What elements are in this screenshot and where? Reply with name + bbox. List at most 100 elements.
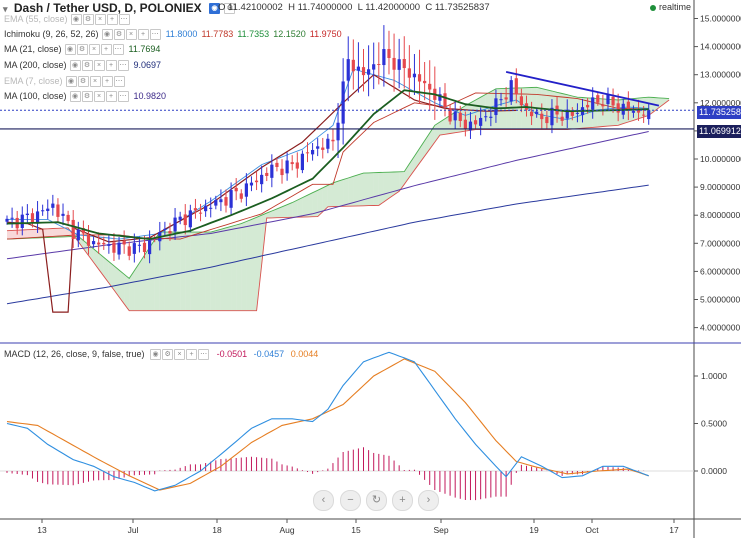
more-icon[interactable]: ⋯ (113, 76, 125, 88)
more-icon[interactable]: ⋯ (117, 60, 129, 72)
candle-body (188, 210, 192, 228)
ichimoku-cloud-segment (276, 206, 283, 218)
eye-icon[interactable]: ◉ (101, 29, 113, 41)
close-icon[interactable]: × (125, 29, 137, 41)
scroll-left-button[interactable]: ‹ (313, 490, 334, 511)
candle-body (163, 228, 167, 230)
close-icon[interactable]: × (93, 60, 105, 72)
candle-body (463, 119, 467, 129)
plus-icon[interactable]: + (100, 44, 112, 56)
candle-body (204, 205, 208, 212)
chart-title[interactable]: Dash / Tether USD, D, POLONIEX (13, 1, 202, 15)
candle-body (117, 242, 121, 255)
symbol-settings-icon[interactable]: ⚙ (224, 3, 236, 15)
gear-icon[interactable]: ⚙ (82, 14, 94, 26)
plus-icon[interactable]: + (137, 29, 149, 41)
ichimoku-cloud-segment (47, 228, 53, 238)
indicator-row[interactable]: MA (200, close) ◉ ⚙ × + ⋯ 9.0697 (4, 59, 161, 72)
indicator-label[interactable]: EMA (7, close) (4, 76, 63, 87)
close-icon[interactable]: × (94, 14, 106, 26)
macd-label[interactable]: MACD (12, 26, close, 9, false, true) (4, 349, 145, 360)
ichimoku-cloud-segment (175, 232, 181, 311)
indicator-row[interactable]: MA (100, close) ◉ ⚙ × + ⋯ 10.9820 (4, 90, 166, 103)
indicator-row[interactable]: EMA (55, close) ◉ ⚙ × + ⋯ (4, 13, 131, 26)
eye-icon[interactable]: ◉ (150, 349, 162, 361)
plus-icon[interactable]: + (106, 14, 118, 26)
ichimoku-cloud-segment (297, 197, 303, 218)
price-tick-label: 14.0000000 (700, 42, 741, 52)
eye-icon[interactable]: ◉ (69, 60, 81, 72)
plus-icon[interactable]: + (101, 76, 113, 88)
plus-icon[interactable]: + (105, 91, 117, 103)
zoom-out-button[interactable]: − (340, 490, 361, 511)
candle-body (443, 93, 447, 108)
symbol-expand-icon[interactable]: ▾ (3, 4, 8, 14)
more-icon[interactable]: ⋯ (118, 14, 130, 26)
ichimoku-cloud-segment (358, 173, 364, 206)
candle-body (326, 138, 330, 149)
ichimoku-cloud-segment (658, 97, 664, 108)
indicator-label[interactable]: MA (200, close) (4, 60, 67, 71)
more-icon[interactable]: ⋯ (112, 44, 124, 56)
candle-body (275, 162, 279, 167)
indicator-row[interactable]: EMA (7, close) ◉ ⚙ × + ⋯ (4, 75, 126, 88)
zoom-in-button[interactable]: + (392, 490, 413, 511)
indicator-controls: ◉ ⚙ × + ⋯ (65, 75, 126, 88)
gear-icon[interactable]: ⚙ (81, 60, 93, 72)
ichimoku-cloud-segment (317, 187, 323, 217)
indicator-label[interactable]: MA (21, close) (4, 44, 62, 55)
ichimoku-cloud-segment (205, 232, 211, 311)
ichimoku-cloud-segment (287, 202, 293, 218)
ichimoku-cloud-segment (338, 179, 344, 207)
indicator-row[interactable]: MA (21, close) ◉ ⚙ × + ⋯ 11.7694 (4, 43, 160, 56)
candle-body (229, 190, 233, 208)
more-icon[interactable]: ⋯ (198, 349, 210, 361)
indicator-row[interactable]: Ichimoku (9, 26, 52, 26) ◉ ⚙ × + ⋯ 11.8000 11.7… (4, 28, 342, 41)
eye-icon[interactable]: ◉ (65, 76, 77, 88)
close-icon[interactable]: × (174, 349, 186, 361)
plus-icon[interactable]: + (105, 60, 117, 72)
eye-icon[interactable]: ◉ (64, 44, 76, 56)
indicator-label[interactable]: MA (100, close) (4, 91, 67, 102)
close-icon[interactable]: × (88, 44, 100, 56)
candle-body (310, 149, 315, 155)
candle-body (127, 246, 131, 256)
ohlc-high: 11.74000000 (297, 2, 353, 13)
candle-body (382, 49, 386, 66)
candle-body (107, 244, 111, 246)
macd-tick-label: 0.5000 (701, 419, 727, 429)
gear-icon[interactable]: ⚙ (113, 29, 125, 41)
candle-body (239, 193, 243, 199)
gear-icon[interactable]: ⚙ (81, 91, 93, 103)
close-icon[interactable]: × (93, 91, 105, 103)
plus-icon[interactable]: + (186, 349, 198, 361)
gear-icon[interactable]: ⚙ (162, 349, 174, 361)
ichimoku-cloud-segment (200, 232, 206, 311)
ichimoku-cloud-segment (353, 174, 359, 207)
symbol-eye-icon[interactable]: ◉ (209, 3, 221, 15)
candle-body (71, 219, 75, 240)
candle-body (336, 122, 340, 141)
eye-icon[interactable]: ◉ (70, 14, 82, 26)
macd-legend[interactable]: MACD (12, 26, close, 9, false, true) ◉ ⚙ ×… (4, 348, 318, 361)
ichimoku-cloud-segment (129, 270, 135, 311)
indicator-label[interactable]: EMA (55, close) (4, 14, 68, 25)
price-tick-label: 8.0000000 (700, 210, 740, 220)
candle-body (244, 183, 248, 197)
scroll-right-button[interactable]: › (418, 490, 439, 511)
ichimoku-cloud-segment (577, 97, 583, 129)
indicator-label[interactable]: Ichimoku (9, 26, 52, 26) (4, 29, 99, 40)
more-icon[interactable]: ⋯ (117, 91, 129, 103)
candle-body (636, 109, 641, 113)
more-icon[interactable]: ⋯ (149, 29, 161, 41)
gear-icon[interactable]: ⚙ (76, 44, 88, 56)
indicator-value: 9.0697 (133, 60, 162, 71)
ichimoku-cloud-segment (343, 177, 349, 207)
gear-icon[interactable]: ⚙ (77, 76, 89, 88)
candle-body (346, 59, 350, 81)
eye-icon[interactable]: ◉ (69, 91, 81, 103)
reset-chart-button[interactable]: ↻ (366, 490, 387, 511)
ichimoku-cloud-segment (22, 229, 28, 239)
close-icon[interactable]: × (89, 76, 101, 88)
